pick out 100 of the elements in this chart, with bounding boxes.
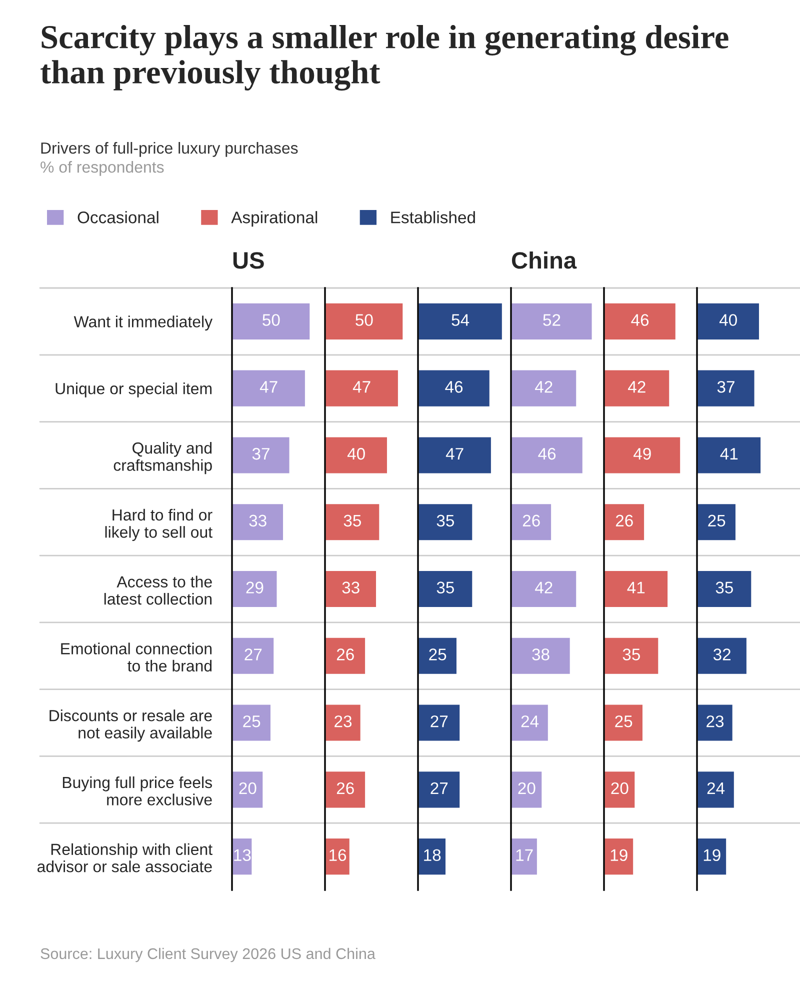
bar: [418, 368, 491, 408]
data-label: 17: [516, 849, 533, 861]
bar: [325, 436, 388, 475]
data-label: 32: [713, 648, 731, 660]
data-label: 41: [720, 448, 738, 460]
bar: [604, 570, 669, 608]
bar: [418, 502, 474, 542]
data-label: 23: [706, 715, 724, 728]
y-tick-label: Emotional connection to the brand: [61, 642, 212, 672]
y-tick-label: Want it immediately: [74, 316, 213, 331]
bar: [325, 368, 400, 408]
y-tick-label: Relationship with client advisor or sale associate: [37, 843, 212, 872]
data-label: 41: [627, 582, 645, 594]
data-label: 13: [234, 849, 251, 862]
text: % of respondents: [40, 161, 164, 176]
data-label: 50: [356, 314, 373, 326]
data-label: 24: [521, 715, 539, 728]
y-tick-label: Access to the latest collection: [104, 576, 212, 605]
bar: [511, 703, 550, 742]
data-label: 35: [436, 514, 454, 527]
bar: [232, 636, 276, 676]
bar: [325, 703, 362, 742]
bar: [325, 302, 404, 341]
data-label: 47: [352, 381, 370, 393]
data-label: 47: [260, 381, 278, 393]
data-label: 24: [707, 782, 725, 794]
chart-title: China: [512, 251, 577, 269]
bar: [232, 436, 291, 475]
data-label: 20: [518, 782, 536, 794]
bar: [325, 502, 381, 542]
bar: [232, 302, 312, 341]
data-label: 47: [446, 448, 464, 460]
data-label: 49: [634, 448, 651, 460]
bar: [511, 770, 544, 810]
bar: [697, 770, 736, 810]
data-label: 25: [243, 715, 260, 728]
data-label: 23: [334, 715, 352, 728]
data-label: 54: [452, 314, 470, 326]
bar: [697, 502, 737, 542]
bar: [232, 502, 284, 542]
data-label: 25: [708, 514, 726, 527]
data-label: 46: [538, 448, 556, 460]
data-label: 33: [249, 514, 266, 527]
bar: [697, 837, 728, 876]
data-label: 16: [330, 849, 346, 862]
data-label: 40: [719, 314, 737, 326]
bar: [232, 368, 306, 408]
bar: [511, 368, 578, 408]
y-tick-label: Discounts or resale are not easily available: [50, 710, 212, 742]
bar: [325, 636, 366, 676]
data-label: 46: [445, 381, 463, 393]
bar: [511, 436, 584, 475]
data-label: 25: [615, 715, 632, 728]
bar: [697, 703, 734, 742]
bar: [511, 636, 572, 676]
bar: [325, 570, 378, 608]
data-label: 20: [239, 782, 256, 794]
bar: [511, 837, 538, 876]
legend-label: Established: [391, 211, 475, 224]
data-label: 42: [628, 381, 646, 393]
chart-title: US: [233, 252, 264, 269]
data-label: 29: [246, 582, 264, 594]
bar: [604, 837, 634, 876]
source-note: Source: Luxury Client Survey 2026 US and China: [40, 948, 376, 962]
data-label: 27: [244, 648, 262, 660]
bar: [697, 570, 753, 608]
bar: [511, 502, 552, 542]
data-label: 35: [716, 582, 733, 594]
legend-label: Occasional: [78, 211, 158, 224]
bar: [418, 436, 492, 475]
data-label: 19: [704, 849, 720, 862]
data-label: 35: [436, 582, 454, 594]
data-label: 46: [631, 314, 649, 326]
bar: [604, 368, 671, 408]
data-label: 38: [532, 648, 550, 660]
bar: [418, 703, 462, 742]
bar: [604, 703, 644, 742]
bar: [418, 770, 462, 810]
bar: [697, 368, 756, 408]
data-label: 26: [336, 648, 354, 660]
data-label: 25: [429, 648, 446, 660]
bar: [697, 436, 762, 475]
bar: [418, 636, 458, 676]
bar: [511, 570, 578, 608]
bar: [418, 837, 447, 876]
data-label: 33: [342, 582, 360, 594]
bar: [697, 636, 748, 676]
data-label: 20: [611, 782, 628, 794]
bar: [604, 770, 636, 810]
bar: [511, 302, 594, 341]
bar: [604, 436, 682, 475]
y-tick-label: Quality and craftsmanship: [114, 442, 212, 474]
y-tick-label: Hard to find or likely to sell out: [105, 508, 212, 541]
bar: [232, 570, 278, 608]
bar: [232, 770, 264, 810]
data-label: 26: [336, 782, 354, 794]
y-tick-label: Buying full price feels more exclusive: [62, 776, 212, 806]
data-label: 26: [522, 514, 540, 527]
data-label: 26: [616, 514, 633, 527]
text: Drivers of full-price luxury purchases: [41, 142, 298, 157]
